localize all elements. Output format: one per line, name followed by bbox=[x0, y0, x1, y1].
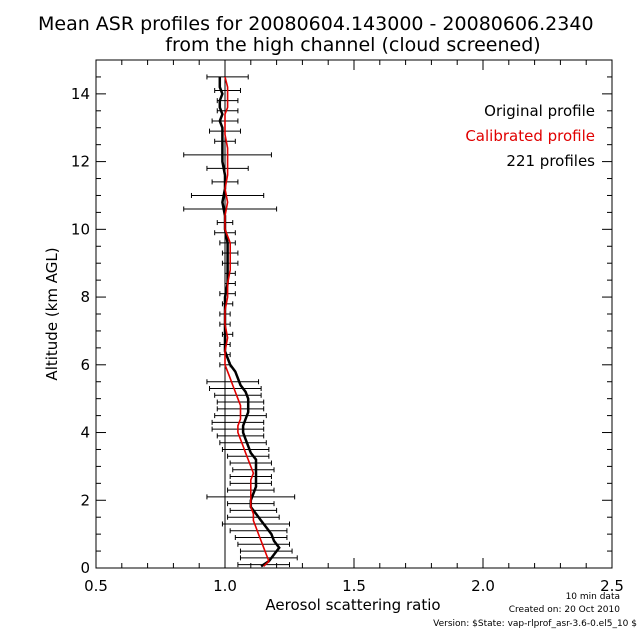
y-tick-label: 12 bbox=[71, 153, 90, 171]
footer-created: Created on: 20 Oct 2010 bbox=[509, 605, 620, 615]
x-tick-label: 1.5 bbox=[342, 577, 366, 595]
legend-calibrated: Calibrated profile bbox=[465, 127, 595, 145]
chart-title-line2: from the high channel (cloud screened) bbox=[165, 34, 540, 56]
y-tick-label: 6 bbox=[80, 356, 90, 374]
y-axis-title: Altitude (km AGL) bbox=[43, 247, 61, 380]
legend-count: 221 profiles bbox=[506, 152, 595, 170]
series-calibrated-profile bbox=[224, 76, 270, 567]
x-tick-label: 1.0 bbox=[213, 577, 237, 595]
y-tick-label: 2 bbox=[80, 491, 90, 509]
y-axis: 0 2 4 6 8 10 12 14 bbox=[71, 59, 612, 577]
y-tick-label: 4 bbox=[80, 424, 90, 442]
footer-data-note: 10 min data bbox=[566, 592, 620, 602]
series-original-profile bbox=[218, 76, 281, 568]
y-tick-label: 8 bbox=[80, 288, 90, 306]
error-bars bbox=[183, 74, 298, 568]
x-tick-label: 2.5 bbox=[600, 577, 624, 595]
x-tick-label: 0.5 bbox=[84, 577, 108, 595]
legend-original: Original profile bbox=[484, 102, 595, 120]
y-tick-label: 10 bbox=[71, 220, 90, 238]
x-axis-title: Aerosol scattering ratio bbox=[265, 596, 440, 614]
y-tick-label: 0 bbox=[80, 559, 90, 577]
chart-title-line1: Mean ASR profiles for 20080604.143000 - … bbox=[38, 13, 594, 35]
footer-version: Version: $State: vap-rlprof_asr-3.6-0.el… bbox=[433, 619, 637, 629]
x-tick-label: 2.0 bbox=[471, 577, 495, 595]
y-tick-label: 14 bbox=[71, 85, 90, 103]
